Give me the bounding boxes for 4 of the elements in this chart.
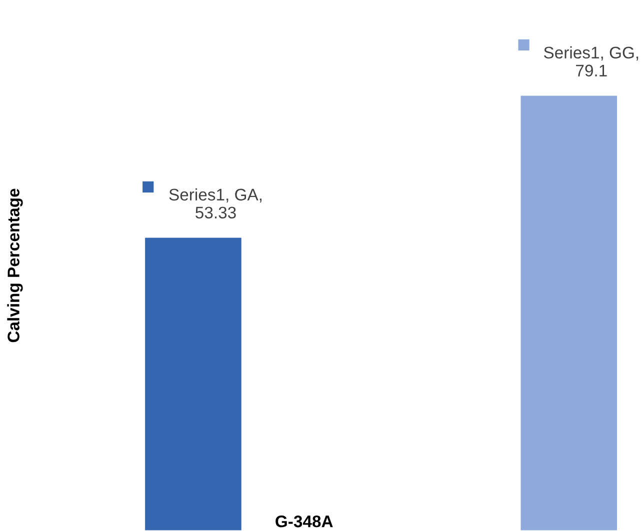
x-axis-title: G-348A bbox=[276, 516, 333, 528]
data-label: Series1, GA, 53.33 bbox=[169, 188, 262, 219]
data-label: Series1, GG, 79.1 bbox=[544, 46, 638, 76]
y-axis-title: Calving Percentage bbox=[7, 188, 23, 342]
